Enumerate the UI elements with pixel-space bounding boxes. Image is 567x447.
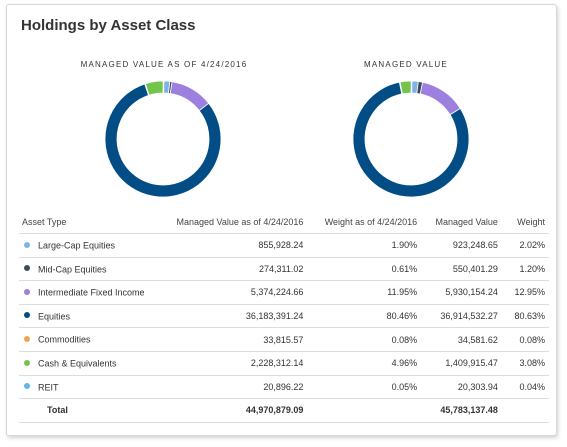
managed-value-asof-cell: 33,815.57 — [164, 327, 308, 352]
weight-asof-cell: 0.08% — [307, 327, 422, 352]
legend-dot-icon — [24, 335, 30, 342]
weight-cell: 0.04% — [501, 374, 549, 399]
asset-type-label: Intermediate Fixed Income — [38, 287, 145, 298]
table-header-row: Asset Type Managed Value as of 4/24/2016… — [19, 211, 549, 234]
asset-type-cell: Intermediate Fixed Income — [19, 280, 165, 305]
col-header-weight-asof[interactable]: Weight as of 4/24/2016 — [324, 217, 418, 227]
asset-type-label: Large-Cap Equities — [38, 240, 116, 251]
legend-dot-icon — [24, 241, 30, 248]
weight-cell: 80.63% — [501, 303, 549, 328]
managed-value-asof-cell: 5,374,224.66 — [164, 280, 308, 305]
col-header-weight[interactable]: Weight — [517, 217, 545, 227]
weight-cell: 2.02% — [501, 233, 549, 258]
asset-type-cell: Commodities — [19, 327, 165, 352]
weight-cell: 0.08% — [501, 327, 549, 352]
asset-type-cell: Equities — [19, 303, 165, 328]
weight-cell: 12.95% — [501, 280, 549, 305]
managed-value-asof-cell: 274,311.02 — [164, 256, 308, 281]
weight-asof-cell: 4.96% — [307, 350, 422, 376]
total-managed-value: 45,783,137.48 — [421, 398, 502, 423]
donut-chart-asof[interactable] — [105, 81, 221, 197]
total-managed-value-asof: 44,970,879.09 — [164, 398, 308, 423]
weight-asof-cell: 11.95% — [307, 280, 422, 305]
col-header-managed-value-asof[interactable]: Managed Value as of 4/24/2016 — [176, 217, 304, 227]
table-row: Large-Cap Equities 855,928.24 1.90% 923,248… — [19, 233, 549, 258]
asset-type-cell: Large-Cap Equities — [19, 233, 165, 258]
donut-slice-reit[interactable] — [162, 81, 165, 94]
managed-value-cell: 36,914,532.27 — [421, 303, 502, 328]
holdings-table: Asset Type Managed Value as of 4/24/2016… — [19, 211, 549, 423]
legend-dot-icon — [24, 383, 30, 390]
weight-asof-cell: 0.61% — [307, 256, 422, 281]
card-title: Holdings by Asset Class — [21, 17, 196, 34]
donut-slice-cash-equivalents[interactable] — [399, 81, 412, 95]
donut-chart-current[interactable] — [353, 81, 469, 197]
donut-slice-equities[interactable] — [353, 81, 469, 197]
table-row: Equities 36,183,391.24 80.46% 36,914,532.27… — [19, 303, 549, 328]
col-header-asset-type[interactable]: Asset Type — [22, 217, 67, 227]
asset-type-label: Cash & Equivalents — [38, 358, 117, 369]
asset-type-label: Mid-Cap Equities — [38, 264, 107, 275]
legend-dot-icon — [24, 288, 30, 295]
weight-asof-cell: 0.05% — [307, 374, 422, 399]
donut-slice-intermediate-fixed-income[interactable] — [419, 81, 461, 116]
legend-dot-icon — [24, 312, 30, 319]
asset-type-label: Commodities — [38, 334, 91, 345]
chart-caption-current: MANAGED VALUE — [364, 60, 448, 69]
weight-cell: 3.08% — [501, 350, 549, 376]
managed-value-asof-cell: 36,183,391.24 — [164, 303, 308, 328]
donut-slice-cash-equivalents[interactable] — [144, 81, 164, 96]
managed-value-cell: 5,930,154.24 — [421, 280, 502, 305]
col-header-managed-value[interactable]: Managed Value — [435, 217, 498, 227]
table-row: Intermediate Fixed Income 5,374,224.66 11.… — [19, 280, 549, 305]
managed-value-cell: 1,409,915.47 — [421, 350, 502, 376]
weight-asof-cell: 1.90% — [307, 233, 422, 258]
holdings-card: Holdings by Asset Class MANAGED VALUE AS… — [6, 4, 557, 436]
table-row: Cash & Equivalents 2,228,312.14 4.96% 1,409… — [19, 350, 549, 376]
chart-caption-asof: MANAGED VALUE AS OF 4/24/2016 — [80, 60, 248, 69]
legend-dot-icon — [24, 265, 30, 272]
total-weight — [501, 398, 549, 423]
table-row: Commodities 33,815.57 0.08% 34,581.62 0.08% — [19, 327, 549, 352]
donut-slice-equities[interactable] — [105, 83, 221, 197]
table-row: REIT 20,896.22 0.05% 20,303.94 0.04% — [19, 374, 549, 399]
total-label: Total — [19, 398, 165, 423]
asset-type-cell: Mid-Cap Equities — [19, 256, 165, 281]
managed-value-cell: 34,581.62 — [421, 327, 502, 352]
managed-value-cell: 550,401.29 — [421, 256, 502, 281]
weight-cell: 1.20% — [501, 256, 549, 281]
asset-type-cell: Cash & Equivalents — [19, 350, 165, 376]
table-row: Mid-Cap Equities 274,311.02 0.61% 550,401.2… — [19, 256, 549, 281]
managed-value-cell: 923,248.65 — [421, 233, 502, 258]
managed-value-asof-cell: 20,896.22 — [164, 374, 308, 399]
asset-type-cell: REIT — [19, 374, 165, 399]
donut-slice-intermediate-fixed-income[interactable] — [169, 81, 210, 112]
managed-value-asof-cell: 855,928.24 — [164, 233, 308, 258]
legend-dot-icon — [24, 359, 30, 366]
total-weight-asof — [307, 398, 422, 423]
managed-value-cell: 20,303.94 — [421, 374, 502, 399]
weight-asof-cell: 80.46% — [307, 303, 422, 328]
managed-value-asof-cell: 2,228,312.14 — [164, 350, 308, 376]
asset-type-label: REIT — [38, 382, 59, 393]
donut-slice-reit[interactable] — [410, 81, 413, 94]
asset-type-label: Equities — [38, 311, 71, 322]
table-total-row: Total 44,970,879.09 45,783,137.48 — [19, 398, 549, 423]
